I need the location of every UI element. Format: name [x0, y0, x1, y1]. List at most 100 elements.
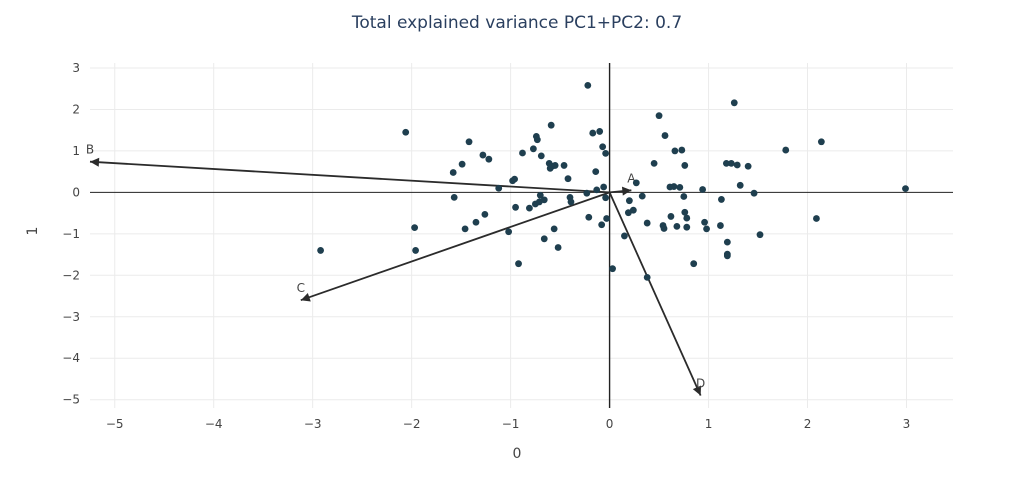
score-point — [526, 204, 533, 212]
score-point — [730, 99, 738, 107]
x-tick-label: −2 — [403, 417, 421, 431]
loading-arrow-d — [608, 192, 702, 396]
score-point — [450, 193, 458, 201]
score-point — [567, 198, 575, 206]
score-point — [536, 191, 544, 199]
score-point — [667, 213, 675, 220]
score-point — [638, 192, 646, 200]
score-point — [727, 159, 735, 167]
score-point — [602, 149, 610, 157]
score-point — [660, 225, 668, 232]
score-point — [699, 186, 707, 193]
score-point — [750, 189, 758, 197]
score-point — [723, 238, 731, 246]
score-point — [519, 149, 526, 157]
y-axis-title: 1 — [25, 227, 41, 236]
score-point — [643, 219, 651, 227]
score-point — [551, 162, 559, 169]
score-point — [602, 194, 610, 202]
score-point — [584, 81, 592, 89]
score-point — [681, 162, 689, 169]
x-tick-label: 2 — [804, 417, 812, 431]
score-point — [411, 224, 419, 232]
score-point — [479, 151, 487, 159]
score-point — [655, 112, 663, 120]
score-point — [585, 213, 593, 221]
score-point — [813, 215, 820, 222]
y-tick-label: −1 — [62, 227, 80, 241]
score-point — [733, 161, 741, 169]
score-point — [317, 247, 324, 254]
loading-label-a: A — [627, 171, 636, 185]
y-tick-label: −5 — [62, 393, 80, 407]
y-tick-label: −3 — [62, 310, 80, 324]
y-tick-labels: −5 −4 −3 −2 −1 0 1 2 3 — [62, 61, 80, 407]
score-point — [722, 159, 730, 167]
score-point — [650, 159, 658, 167]
y-tick-label: 2 — [72, 102, 80, 116]
score-point — [718, 196, 725, 203]
x-tick-label: −1 — [502, 417, 520, 431]
score-point — [678, 146, 686, 154]
score-point — [402, 128, 410, 136]
score-point — [583, 189, 591, 197]
arrowhead-b — [90, 157, 100, 167]
score-point — [515, 260, 522, 268]
score-point — [547, 121, 555, 129]
score-point — [629, 206, 637, 214]
score-point — [902, 185, 909, 193]
score-point — [609, 265, 616, 273]
score-point — [676, 183, 684, 191]
loading-arrow-c — [300, 191, 610, 302]
y-tick-label: 0 — [72, 185, 80, 199]
score-point — [625, 197, 633, 205]
x-tick-label: 1 — [705, 417, 713, 431]
y-tick-label: −4 — [62, 351, 80, 365]
score-point — [554, 244, 562, 251]
score-point — [592, 168, 600, 176]
arrowhead-a — [621, 186, 632, 196]
score-point — [673, 222, 681, 230]
score-point — [680, 193, 688, 200]
arrowhead-c — [300, 292, 311, 302]
score-point — [505, 228, 513, 236]
x-tick-label: 3 — [903, 417, 911, 431]
score-point — [817, 138, 825, 146]
loading-label-d: D — [696, 377, 705, 391]
score-point — [736, 181, 744, 189]
score-point — [717, 222, 724, 229]
loading-arrow-b — [89, 160, 610, 194]
grid — [90, 63, 953, 408]
score-point — [495, 184, 503, 192]
x-tick-label: −5 — [106, 417, 124, 431]
score-point — [600, 183, 608, 191]
y-tick-label: 1 — [72, 144, 80, 158]
score-point — [540, 235, 548, 243]
score-point — [540, 196, 548, 204]
x-tick-labels: −5 −4 −3 −2 −1 0 1 2 3 — [106, 417, 910, 431]
score-point — [643, 273, 651, 281]
score-point — [537, 152, 545, 160]
score-point — [621, 232, 628, 240]
score-point — [598, 221, 606, 229]
loading-label-c: C — [297, 281, 305, 295]
zero-lines — [90, 63, 953, 408]
score-point — [533, 136, 541, 144]
score-point — [756, 231, 764, 239]
score-point — [683, 214, 691, 222]
loading-vectors: A B C D — [86, 143, 705, 396]
score-point — [412, 247, 420, 254]
score-point — [589, 129, 597, 137]
x-axis-title: 0 — [513, 446, 522, 462]
score-points — [317, 81, 909, 281]
score-point — [472, 218, 480, 226]
chart-title: Total explained variance PC1+PC2: 0.7 — [351, 13, 682, 33]
x-tick-label: −4 — [205, 417, 223, 431]
score-point — [465, 138, 473, 146]
score-point — [481, 210, 489, 218]
score-point — [485, 155, 493, 163]
x-tick-label: −3 — [304, 417, 322, 431]
score-point — [511, 175, 518, 183]
x-tick-label: 0 — [606, 417, 614, 431]
